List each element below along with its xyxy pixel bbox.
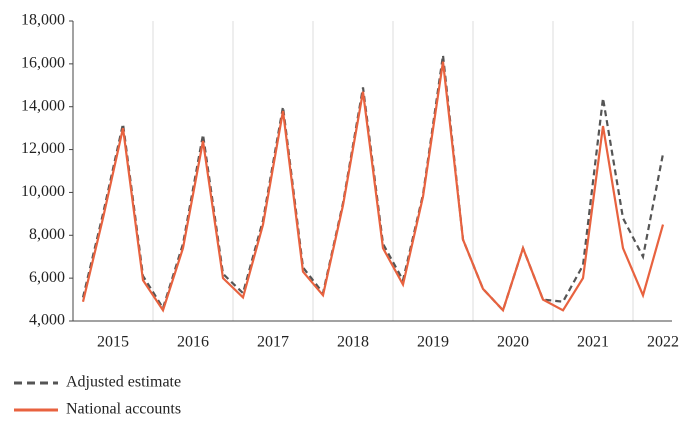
y-tick-label: 12,000 bbox=[21, 140, 65, 157]
x-tick-label: 2016 bbox=[177, 334, 209, 351]
y-tick-label: 10,000 bbox=[21, 183, 65, 200]
x-tick-label: 2021 bbox=[577, 334, 609, 351]
x-tick-label: 2020 bbox=[497, 334, 529, 351]
y-tick-label: 18,000 bbox=[21, 12, 65, 29]
y-tick-label: 6,000 bbox=[29, 269, 65, 286]
legend-label: National accounts bbox=[66, 401, 181, 418]
y-tick-label: 4,000 bbox=[29, 312, 65, 329]
x-tick-label: 2015 bbox=[97, 334, 129, 351]
x-tick-label: 2018 bbox=[337, 334, 369, 351]
legend-label: Adjusted estimate bbox=[66, 374, 181, 391]
y-tick-label: 14,000 bbox=[21, 97, 65, 114]
y-tick-label: 16,000 bbox=[21, 55, 65, 72]
series-line bbox=[81, 61, 665, 313]
x-tick-label: 2017 bbox=[257, 334, 289, 351]
y-tick-label: 8,000 bbox=[29, 226, 65, 243]
series-line bbox=[81, 55, 665, 313]
x-tick-label: 2019 bbox=[417, 334, 449, 351]
x-tick-label: 2022 bbox=[647, 334, 679, 351]
